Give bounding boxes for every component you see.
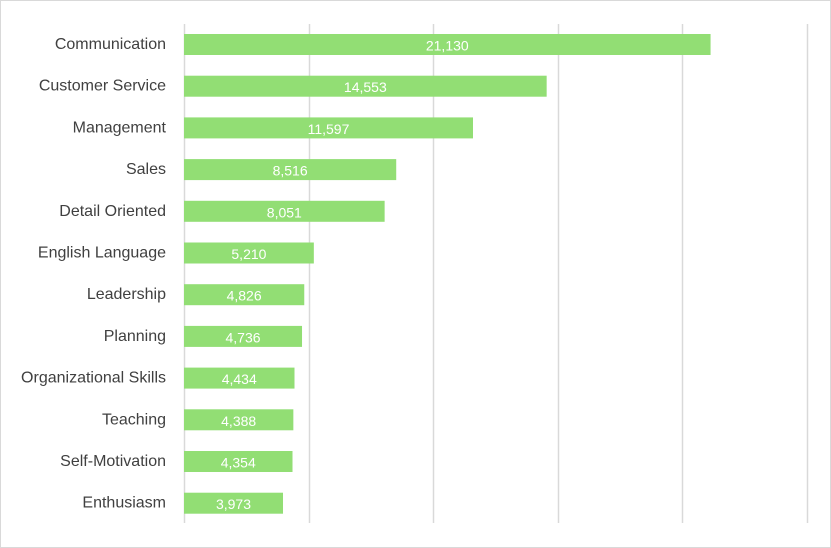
bar (184, 242, 314, 264)
bar (184, 284, 305, 306)
category-label: Enthusiasm (82, 495, 166, 512)
category-labels: Communication Customer Service Management S… (21, 36, 167, 512)
category-label: Planning (104, 328, 166, 345)
bar (184, 451, 293, 472)
bar (184, 75, 547, 97)
category-label: Organizational Skills (21, 370, 166, 387)
category-label: Customer Service (39, 78, 166, 95)
category-label: Leadership (87, 286, 166, 303)
category-label: Sales (126, 161, 166, 178)
category-label: Management (73, 119, 167, 136)
bar (184, 367, 295, 389)
category-label: Teaching (102, 411, 166, 428)
gridlines (183, 24, 809, 523)
category-label: Detail Oriented (59, 203, 166, 220)
data-label: 8,516 (273, 163, 308, 179)
data-label: 4,826 (227, 288, 262, 304)
data-label: 3,973 (216, 496, 251, 512)
category-label: English Language (38, 245, 166, 262)
bar (184, 200, 385, 222)
data-label: 4,736 (225, 329, 260, 345)
data-label: 8,051 (267, 204, 302, 220)
data-label: 14,553 (344, 79, 387, 95)
bar (184, 325, 303, 347)
data-label: 5,210 (231, 246, 266, 262)
data-label: 4,354 (221, 455, 256, 471)
data-label: 4,388 (221, 413, 256, 429)
bars (184, 34, 711, 514)
bar (184, 409, 294, 431)
bar (184, 117, 473, 139)
data-labels: 21,130 14,553 11,597 8,516 8,051 5,210 4,826 4,… (216, 38, 469, 513)
data-label: 4,434 (222, 371, 257, 387)
data-label: 21,130 (426, 38, 469, 54)
bar (184, 34, 711, 55)
category-label: Communication (55, 36, 166, 53)
bar (184, 159, 397, 181)
category-label: Self-Motivation (60, 453, 166, 470)
bar (184, 492, 284, 514)
data-label: 11,597 (308, 121, 350, 137)
